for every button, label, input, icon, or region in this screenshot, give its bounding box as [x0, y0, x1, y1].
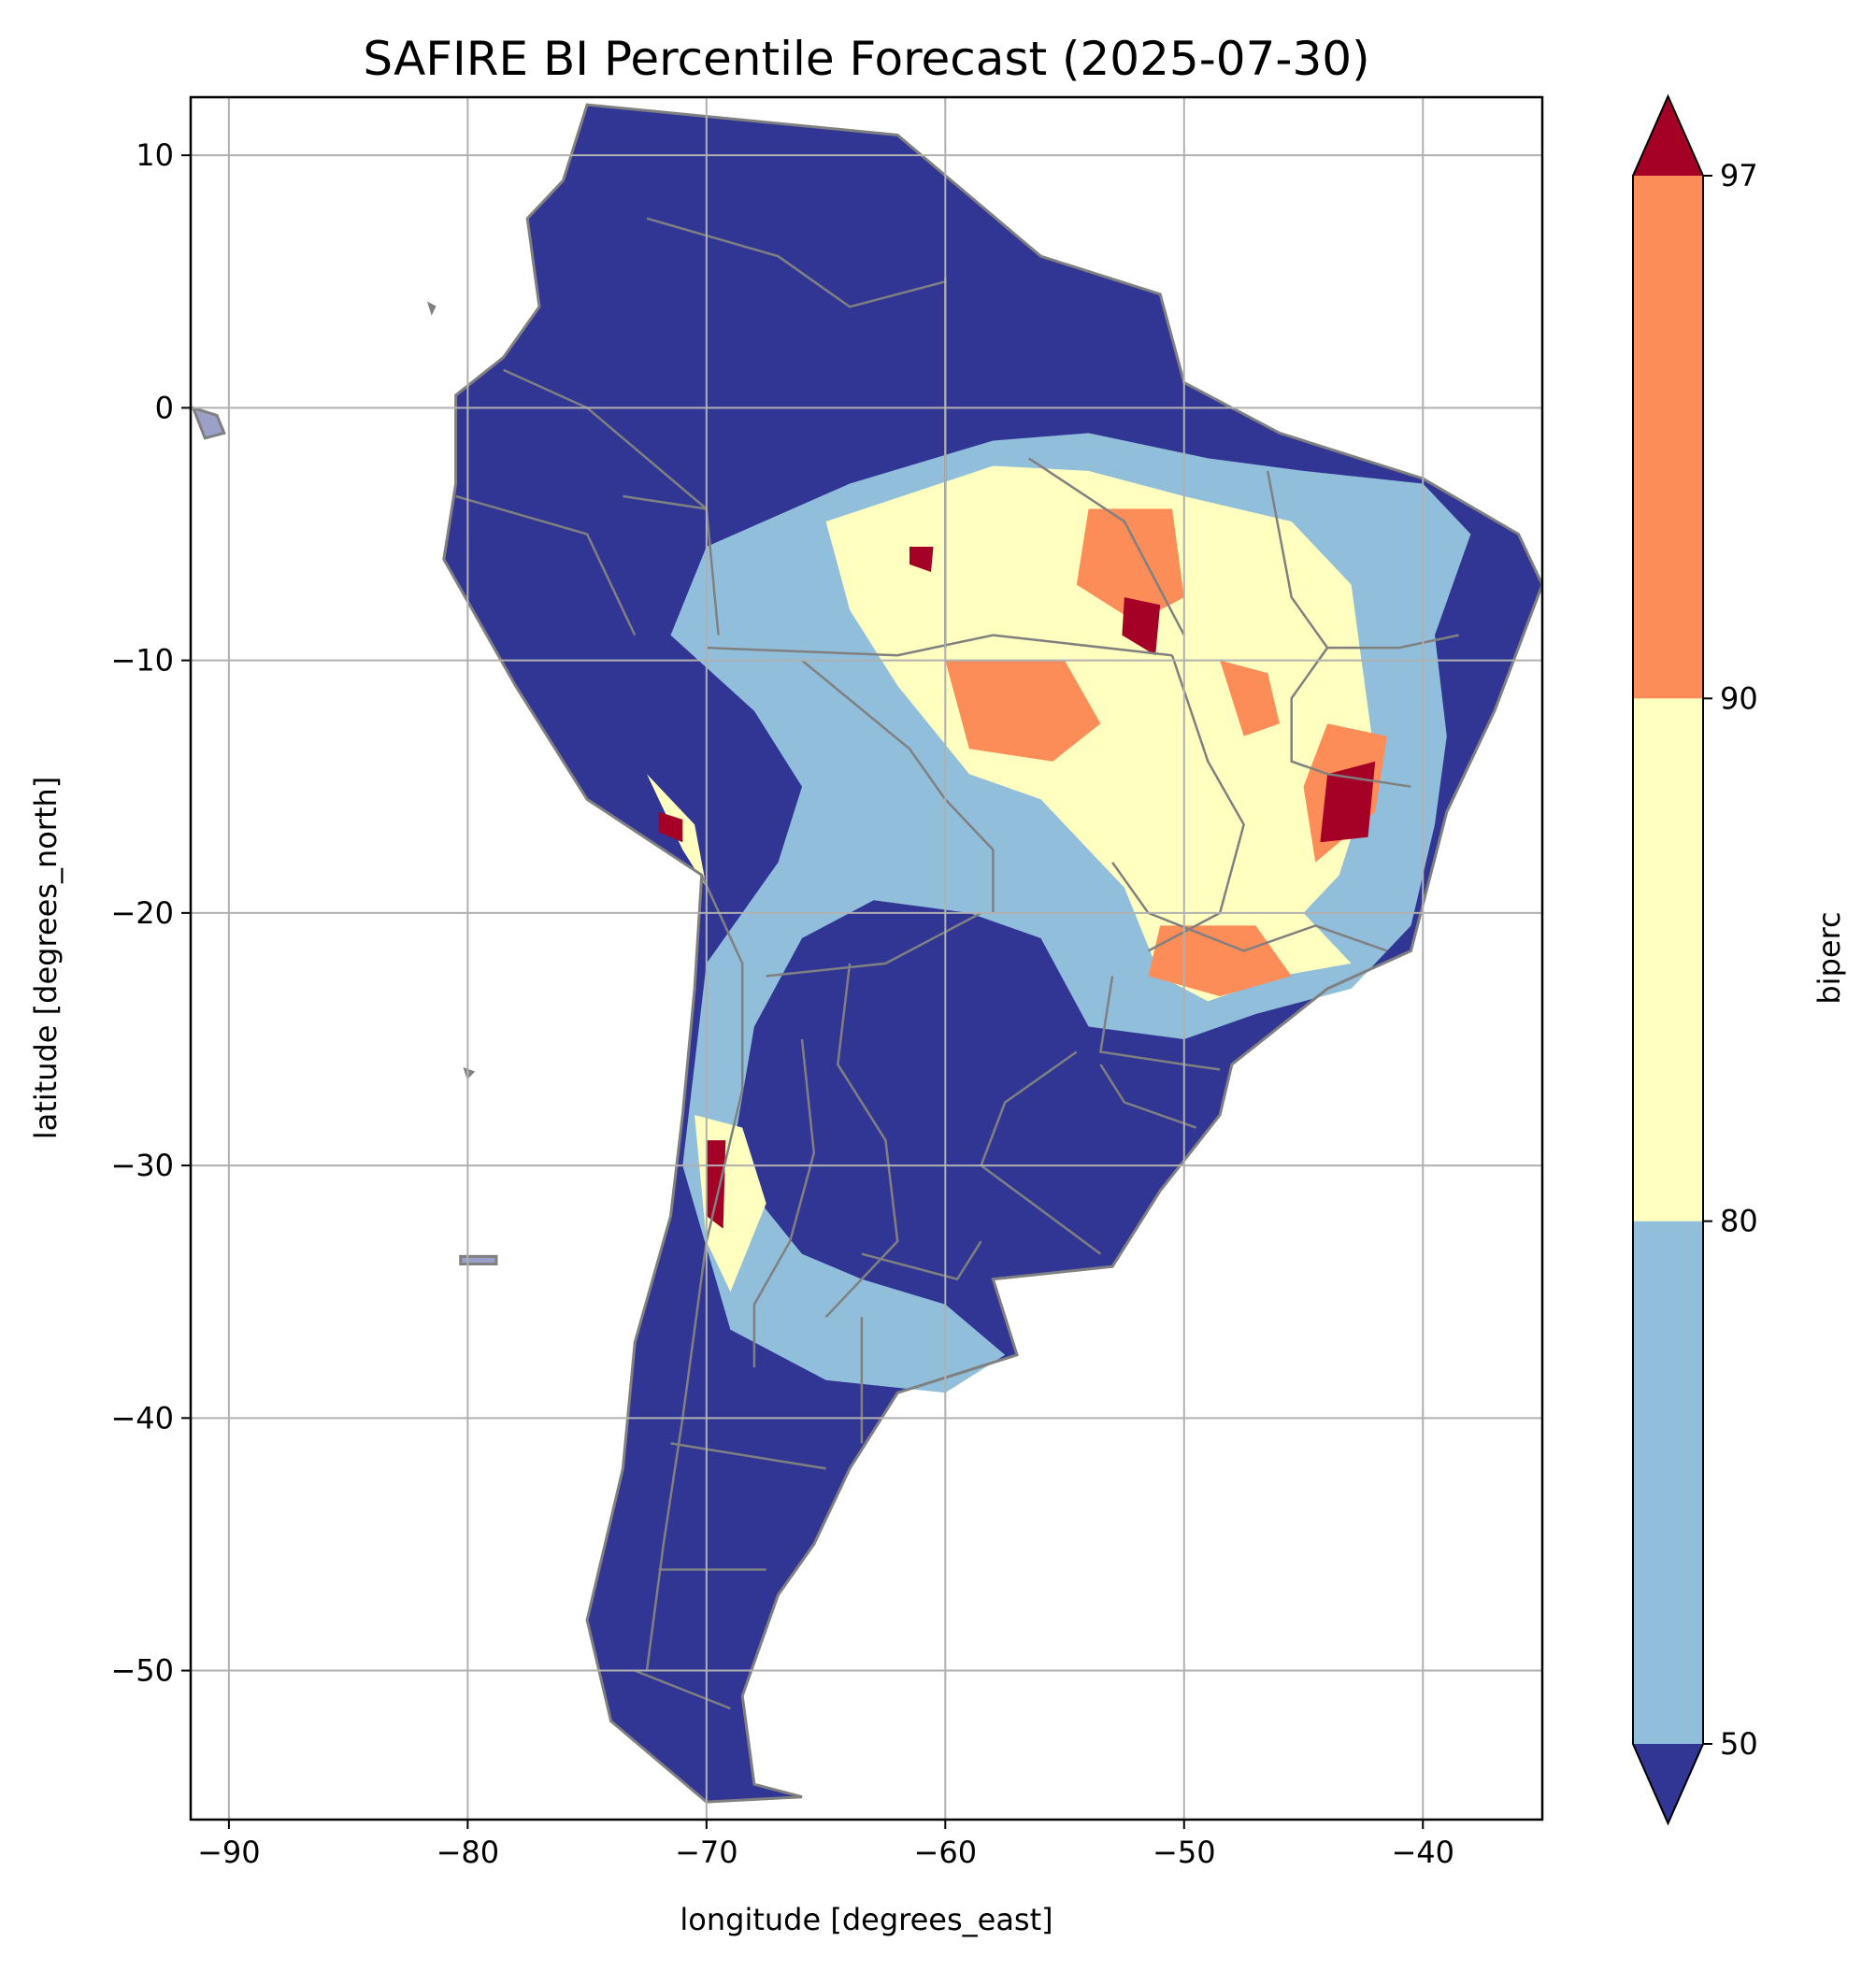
colorbar-tick-label: 50	[1720, 1726, 1758, 1762]
region-12	[658, 811, 683, 843]
map-axes-frame	[189, 95, 1544, 1821]
y-tick-label: −40	[110, 1400, 174, 1435]
region-6	[945, 660, 1101, 762]
island-1	[459, 1254, 498, 1265]
y-tick-label: −20	[110, 895, 174, 931]
x-axis-label: longitude [degrees_east]	[680, 1902, 1053, 1937]
border-line-18	[752, 1038, 816, 1368]
region-14	[909, 547, 934, 572]
region-13	[706, 1140, 726, 1229]
border-line-5	[980, 1050, 1102, 1255]
x-tick-label: −70	[675, 1835, 738, 1870]
border-line-23	[634, 1669, 731, 1710]
colorbar-label: biperc	[1812, 911, 1847, 1004]
colorbar-tick-label: 90	[1720, 680, 1758, 716]
border-line-11	[1147, 654, 1246, 952]
colorbar-tick-label: 97	[1720, 158, 1758, 193]
colorbar: 50 80 90 97	[1632, 93, 1758, 1826]
x-tick-label: −50	[1153, 1835, 1216, 1870]
border-line-14	[1111, 862, 1388, 952]
border-line-17	[824, 963, 899, 1319]
y-tick-label: 0	[155, 390, 174, 425]
region-10	[1320, 761, 1376, 843]
region-11	[1122, 597, 1161, 656]
region-7	[1220, 660, 1280, 736]
colorbar-extend-max	[1633, 96, 1703, 176]
region-5	[1076, 508, 1184, 623]
island-2	[426, 301, 437, 316]
border-line-16	[1099, 1064, 1197, 1129]
colorbar-segment	[1633, 1221, 1703, 1744]
chart-title: SAFIRE BI Percentile Forecast (2025-07-3…	[363, 32, 1369, 86]
y-axis-label: latitude [degrees_north]	[28, 777, 64, 1140]
x-tick-label: −60	[914, 1835, 978, 1870]
x-tick-label: −90	[197, 1835, 261, 1870]
x-axis-ticks: −90 −80 −70 −60 −50 −40	[197, 1820, 1454, 1870]
x-tick-label: −80	[437, 1835, 500, 1870]
border-line-10	[1028, 457, 1185, 636]
y-tick-label: 10	[136, 137, 174, 173]
border-line-19	[861, 1240, 982, 1281]
y-tick-label: −50	[110, 1653, 174, 1689]
y-tick-label: −30	[110, 1148, 174, 1183]
border-line-15	[1098, 976, 1221, 1071]
island-0	[191, 406, 226, 440]
border-line-8	[455, 494, 637, 636]
colorbar-segment	[1633, 176, 1703, 699]
colorbar-extend-min	[1633, 1744, 1703, 1823]
y-tick-label: −10	[110, 643, 174, 678]
x-tick-label: −40	[1391, 1835, 1454, 1870]
region-2	[825, 465, 1376, 1002]
grid-lines	[191, 97, 1542, 1820]
border-line-4	[766, 911, 982, 978]
y-axis-ticks: 10 0 −10 −20 −30 −40 −50	[110, 137, 191, 1689]
border-line-9	[646, 217, 946, 308]
colorbar-segment	[1633, 698, 1703, 1221]
border-line-21	[670, 1442, 826, 1470]
border-line-13	[1290, 647, 1411, 788]
colorbar-tick-label: 80	[1720, 1204, 1758, 1239]
